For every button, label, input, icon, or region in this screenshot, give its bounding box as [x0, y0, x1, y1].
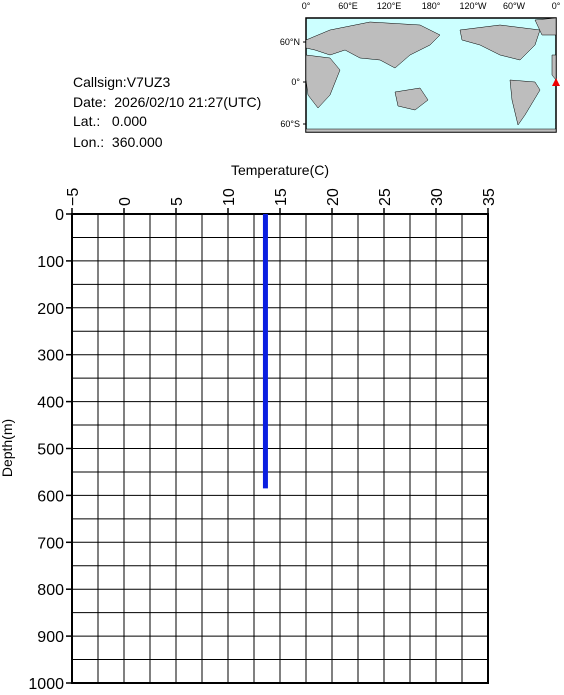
- y-tick-label: 200: [37, 301, 64, 318]
- map-lat-label: 60°N: [280, 37, 300, 47]
- x-axis-title: Temperature(C): [231, 162, 329, 178]
- x-tick-label: 20: [325, 188, 342, 206]
- y-tick-label: 900: [37, 629, 64, 646]
- map-lat-label: 0°: [291, 77, 300, 87]
- map-lon-label: 60°E: [338, 1, 358, 11]
- map-lon-label: 120°E: [377, 1, 402, 11]
- y-axis-title: Depth(m): [0, 419, 15, 477]
- map-lon-label: 180°: [422, 1, 441, 11]
- x-tick-label: 5: [169, 197, 186, 206]
- map-lon-label: 0°: [552, 1, 561, 11]
- x-tick-label: 30: [429, 188, 446, 206]
- world-map: 60°N 0° 60°S 0° 60°E 120°E 180° 120°W 60…: [280, 1, 561, 133]
- y-tick-label: 800: [37, 582, 64, 599]
- callsign: Callsign:V7UZ3: [73, 74, 170, 90]
- y-tick-label: 0: [55, 207, 64, 224]
- y-tick-label: 400: [37, 395, 64, 412]
- map-lat-label: 60°S: [280, 119, 300, 129]
- longitude: Lon.: 360.000: [73, 134, 163, 150]
- y-tick-label: 700: [37, 535, 64, 552]
- map-lon-label: 60°W: [503, 1, 526, 11]
- date: Date: 2026/02/10 21:27(UTC): [73, 94, 261, 110]
- x-tick-label: −5: [65, 188, 82, 206]
- position-marker: [552, 78, 560, 86]
- y-tick-label: 600: [37, 488, 64, 505]
- y-tick-label: 1000: [28, 676, 64, 690]
- x-tick-label: 0: [117, 197, 134, 206]
- x-tick-label: 15: [273, 188, 290, 206]
- y-tick-label: 500: [37, 442, 64, 459]
- y-tick-label: 300: [37, 348, 64, 365]
- x-tick-label: 35: [481, 188, 498, 206]
- x-tick-label: 25: [377, 188, 394, 206]
- y-tick-label: 100: [37, 254, 64, 271]
- latitude: Lat.: 0.000: [73, 113, 147, 129]
- map-lon-label: 0°: [302, 1, 311, 11]
- land: [305, 17, 557, 133]
- map-lon-label: 120°W: [459, 1, 487, 11]
- plot-frame: [71, 213, 489, 684]
- x-tick-label: 10: [221, 188, 238, 206]
